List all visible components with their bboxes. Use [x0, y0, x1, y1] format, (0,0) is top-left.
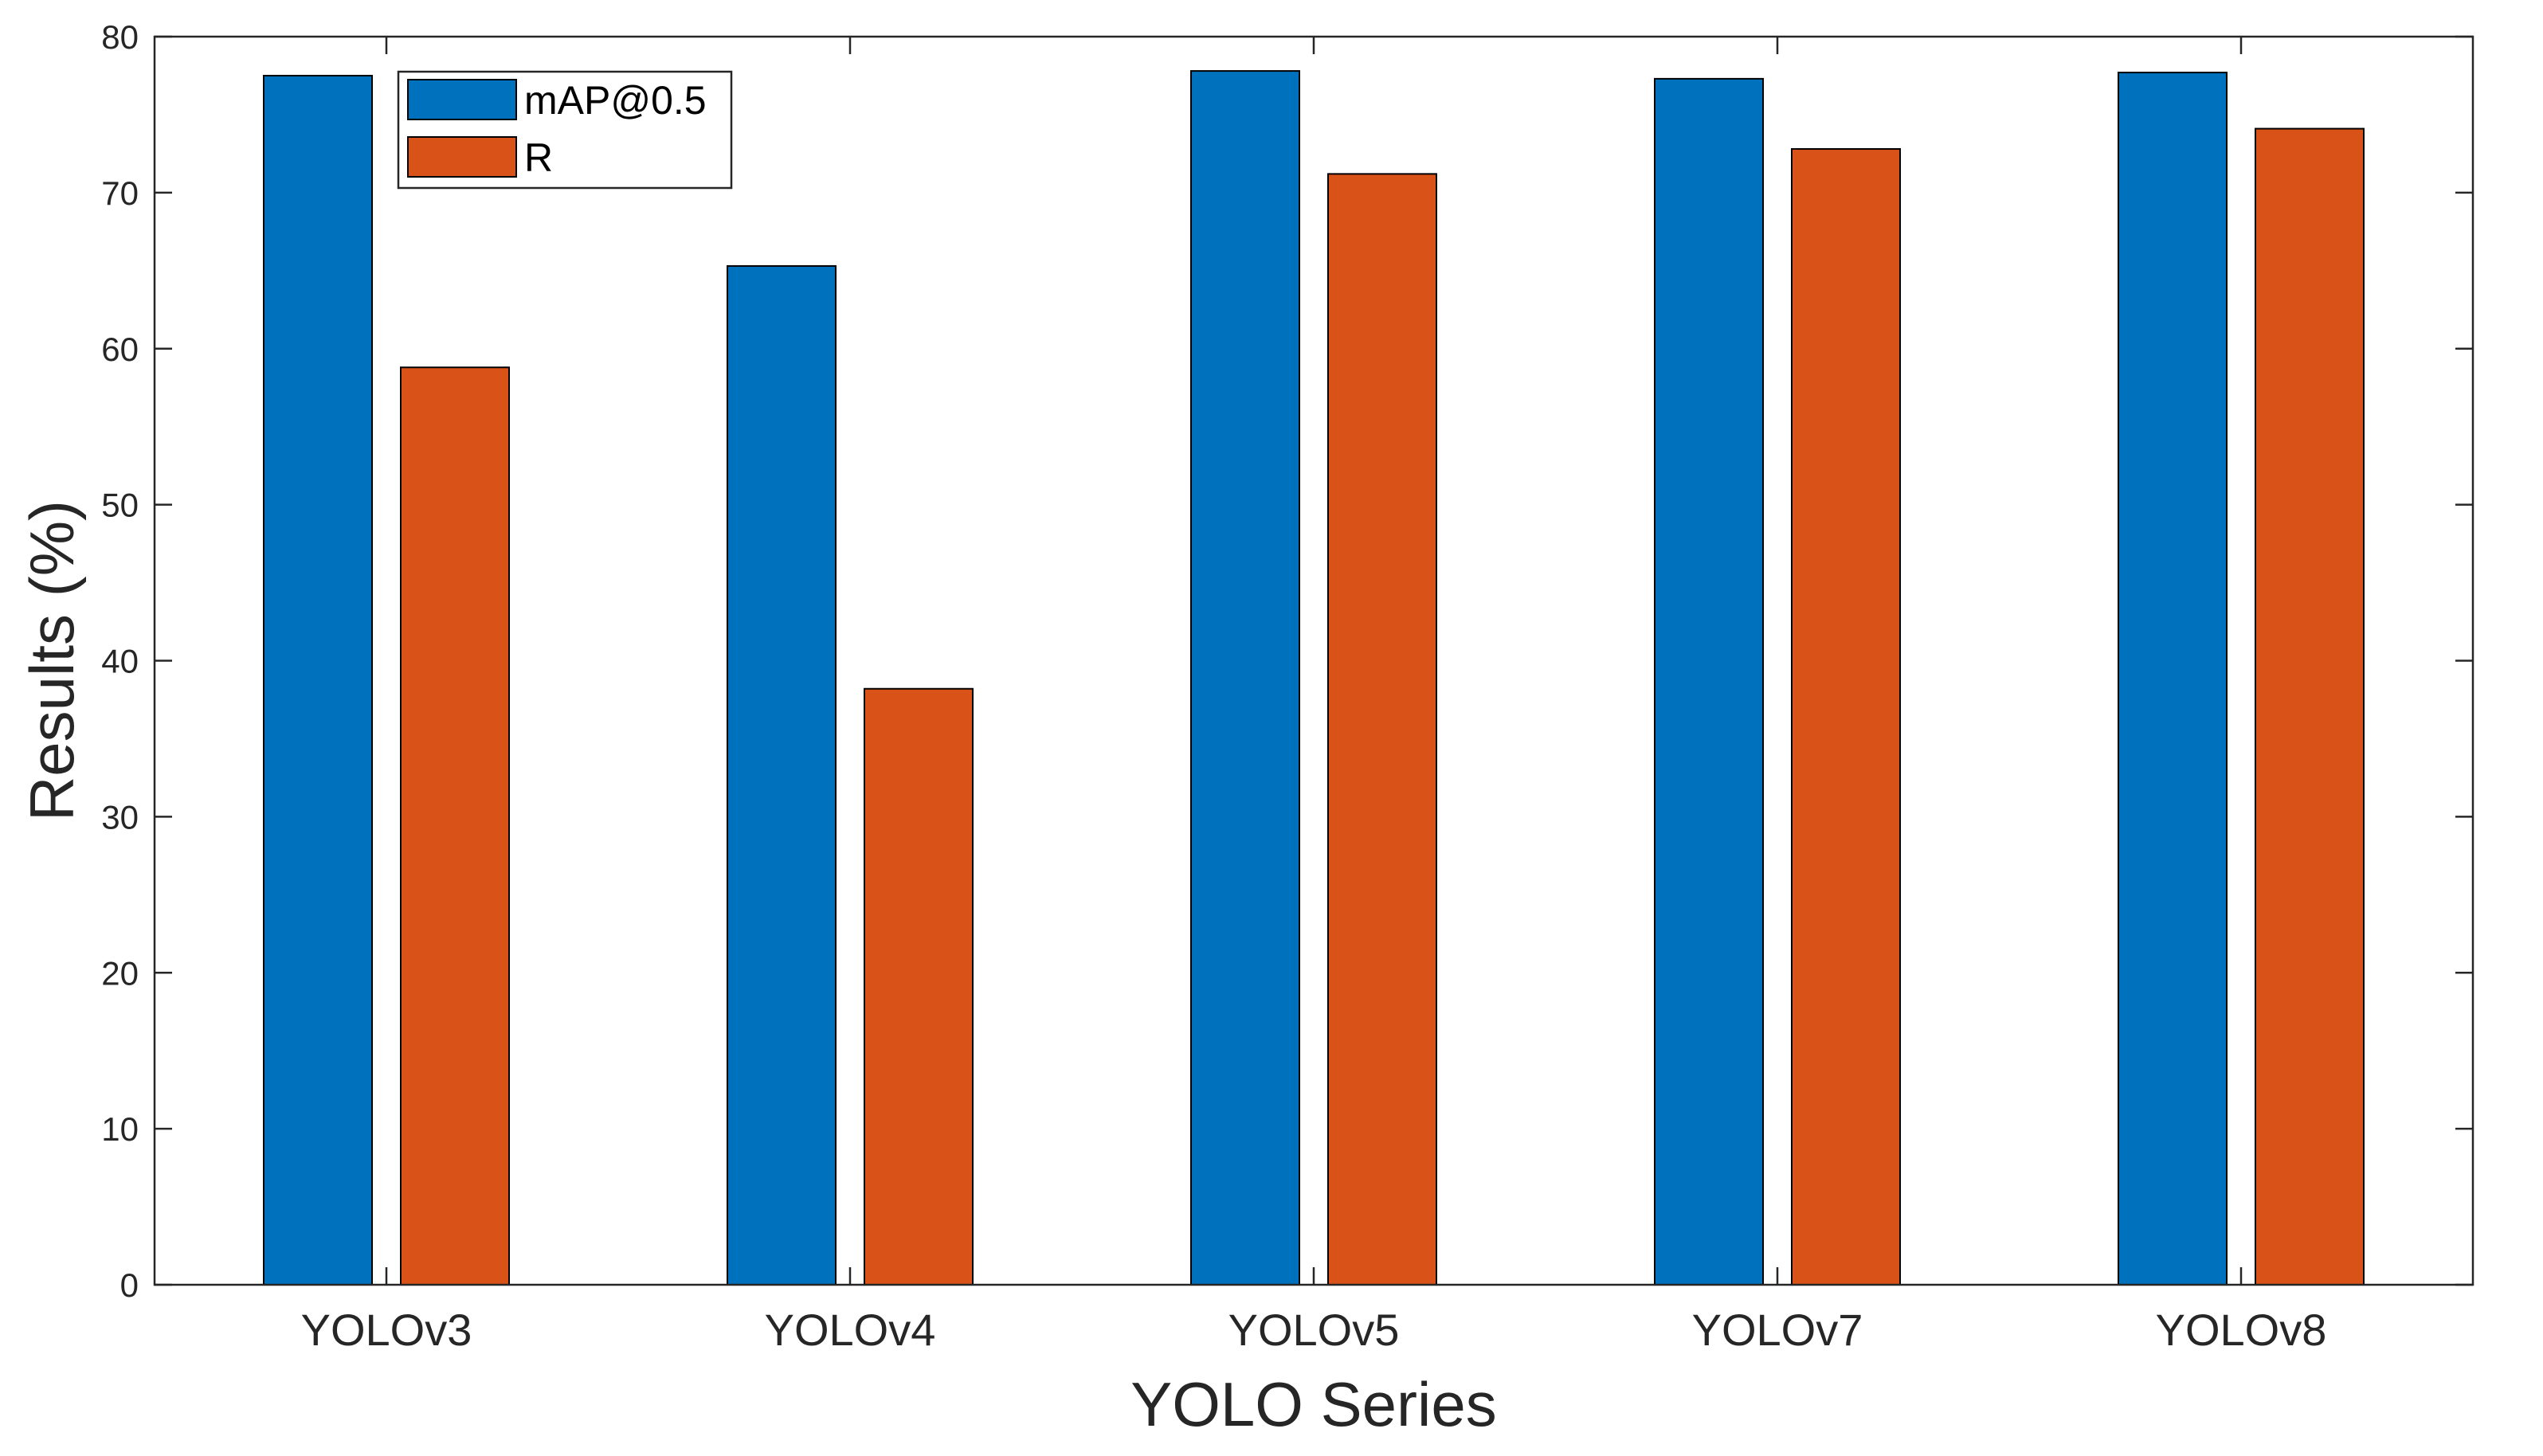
bar-yolov5-map	[1190, 70, 1300, 1286]
x-tick-label-yolov7: YOLOv7	[1692, 1305, 1863, 1355]
y-tick-label: 30	[101, 798, 139, 836]
bar-yolov8-r	[2255, 127, 2365, 1286]
y-tick-label: 40	[101, 643, 139, 680]
legend-label-map: mAP@0.5	[524, 78, 707, 123]
y-tick-label: 50	[101, 487, 139, 524]
bar-yolov8-map	[2118, 72, 2228, 1286]
axis-ticks	[155, 35, 2473, 1286]
legend-swatch-map	[407, 79, 517, 120]
bar-yolov4-r	[864, 687, 974, 1286]
bar-yolov4-map	[727, 264, 837, 1286]
y-tick-label: 70	[101, 174, 139, 212]
y-tick-labels: 0 10 20 30 40 50 60 70 80	[101, 18, 139, 1304]
bars-group	[263, 70, 2365, 1286]
y-tick-label: 80	[101, 18, 139, 56]
y-tick-label: 10	[101, 1110, 139, 1148]
bar-yolov3-map	[263, 74, 373, 1286]
bar-yolov7-map	[1654, 77, 1764, 1286]
x-tick-label-yolov5: YOLOv5	[1228, 1305, 1400, 1355]
bar-yolov3-r	[400, 366, 510, 1286]
bar-yolov7-r	[1791, 148, 1901, 1286]
y-axis-title: Results (%)	[17, 500, 87, 821]
x-tick-label-yolov4: YOLOv4	[765, 1305, 936, 1355]
x-axis-title: YOLO Series	[1130, 1369, 1497, 1439]
legend-label-r: R	[524, 135, 553, 180]
bar-yolov5-r	[1327, 173, 1437, 1286]
y-tick-label: 0	[120, 1266, 139, 1304]
y-tick-label: 20	[101, 954, 139, 992]
y-tick-label: 60	[101, 331, 139, 368]
x-tick-labels: YOLOv3 YOLOv4 YOLOv5 YOLOv7 YOLOv8	[301, 1305, 2327, 1355]
x-tick-label-yolov3: YOLOv3	[301, 1305, 472, 1355]
legend: mAP@0.5 R	[397, 70, 733, 190]
x-tick-label-yolov8: YOLOv8	[2156, 1305, 2327, 1355]
legend-swatch-r	[407, 136, 517, 178]
